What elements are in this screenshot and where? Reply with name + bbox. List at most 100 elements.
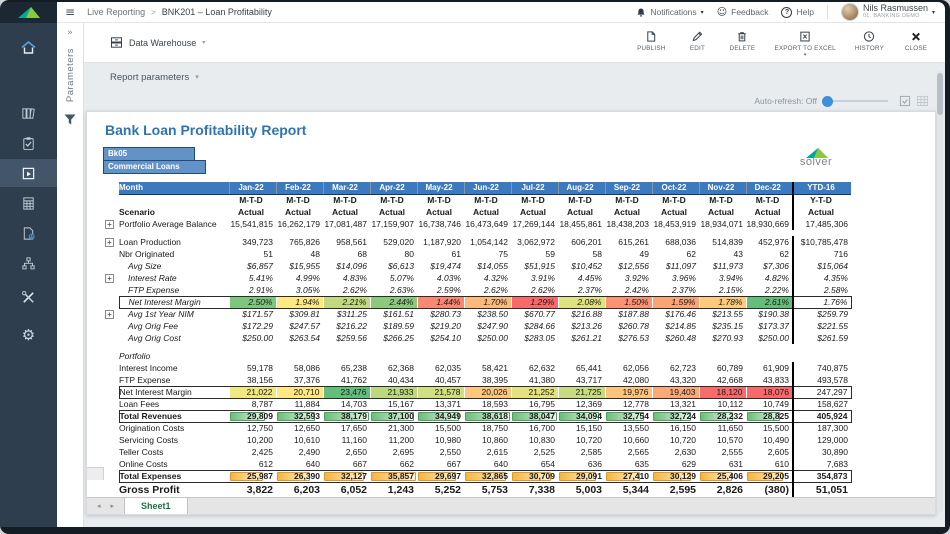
breadcrumb-root[interactable]: Live Reporting [87, 7, 145, 17]
cell: $51,915 [511, 260, 558, 272]
period-header: M-T-D [276, 194, 323, 206]
cell: 65,238 [323, 362, 370, 374]
cell: $263.54 [276, 332, 323, 344]
table-row: Origination Costs12,75012,65017,65021,30… [103, 422, 851, 434]
checkbox-icon[interactable] [899, 95, 911, 107]
sidebar-item-tasks[interactable] [0, 129, 57, 157]
scrollbar-thumb[interactable] [937, 73, 943, 115]
cell: 13,321 [652, 398, 699, 410]
auto-refresh-slider[interactable] [824, 100, 888, 102]
cell: 610 [746, 458, 793, 470]
cell: 7,683 [793, 458, 851, 470]
close-icon [910, 30, 922, 43]
cell: $173.37 [746, 320, 793, 332]
cell: 10,830 [511, 434, 558, 446]
cell: $309.81 [276, 308, 323, 320]
row-label: Origination Costs [119, 422, 229, 434]
cell: $270.93 [699, 332, 746, 344]
cell: 38,618 [464, 410, 511, 422]
table-row: +Interest Rate5.41%4.99%4.83%5.07%4.03%4… [103, 272, 851, 284]
report-toolbar: Data Warehouse ▾ PUBLISH EDIT DELETE [84, 23, 945, 63]
cell: 16,150 [652, 422, 699, 434]
cell: 12,750 [229, 422, 276, 434]
row-label: Interest Rate [119, 272, 229, 284]
period-header: M-T-D [229, 194, 276, 206]
sidebar-item-settings[interactable]: ⚙ [0, 321, 57, 349]
expand-button[interactable]: + [105, 310, 114, 319]
sheet-tab[interactable]: Sheet1 [124, 498, 188, 514]
cell: 18,076 [746, 386, 793, 398]
cell: 62 [652, 248, 699, 260]
cell: $247.57 [276, 320, 323, 332]
row-label: Avg Orig Fee [119, 320, 229, 332]
cell: 640 [276, 458, 323, 470]
report-parameters-dropdown[interactable]: Report parameters ▾ [84, 63, 945, 91]
cell: 16,473,649 [464, 218, 511, 230]
vertical-scrollbar[interactable] [937, 71, 943, 513]
cell: $266.25 [370, 332, 417, 344]
cell: 7,338 [511, 482, 558, 497]
expand-button[interactable]: + [105, 220, 114, 229]
cell: 27,410 [605, 470, 652, 482]
cell: 10,112 [699, 398, 746, 410]
filter-icon[interactable] [64, 114, 76, 125]
cell: 667 [323, 458, 370, 470]
cell: 612 [229, 458, 276, 470]
cell: $260.78 [605, 320, 652, 332]
cell: $12,556 [605, 260, 652, 272]
sidebar-item-home[interactable] [0, 33, 57, 61]
expand-button[interactable]: + [105, 238, 114, 247]
cell: 493,578 [793, 374, 851, 386]
slider-knob[interactable] [822, 96, 833, 107]
sidebar-item-process[interactable] [0, 249, 57, 277]
grid-view-icon[interactable] [916, 95, 929, 107]
cell: 37,376 [276, 374, 323, 386]
cell: 30,709 [511, 470, 558, 482]
breadcrumb-separator: > [151, 8, 156, 17]
notifications-button[interactable]: Notifications ▾ [636, 7, 703, 18]
sidebar-item-budgeting[interactable] [0, 189, 57, 217]
menu-icon[interactable]: ≡ [65, 5, 75, 19]
expand-panel-icon[interactable]: » [67, 28, 73, 38]
close-button[interactable]: CLOSE [903, 30, 929, 56]
export-to-excel-button[interactable]: EXPORT TO EXCEL ▾ [774, 30, 835, 56]
cell: 2.58% [793, 284, 851, 296]
publish-button[interactable]: PUBLISH [637, 30, 665, 56]
table-row: +Avg 1st Year NIM$171.57$309.81$311.25$1… [103, 308, 851, 320]
app-logo[interactable] [0, 2, 57, 23]
cell: 41,762 [323, 374, 370, 386]
row-label: FTP Expense [119, 284, 229, 296]
sidebar-item-tools[interactable] [0, 283, 57, 311]
sidebar-item-live-reporting[interactable] [0, 159, 57, 187]
cell: 2,425 [229, 446, 276, 458]
help-button[interactable]: ? Help [781, 7, 813, 18]
history-button[interactable]: HISTORY [855, 30, 884, 56]
data-source-dropdown[interactable]: Data Warehouse ▾ [110, 36, 205, 49]
cell: 30,890 [793, 446, 851, 458]
sidebar-item-library[interactable] [0, 99, 57, 127]
row-label: Nbr Originated [119, 248, 229, 260]
row-label: Gross Profit [119, 482, 229, 497]
cell: $260.48 [652, 332, 699, 344]
cell: 32,127 [323, 470, 370, 482]
sidebar-item-assignments[interactable] [0, 219, 57, 247]
feedback-button[interactable]: ☺ Feedback [717, 7, 769, 18]
table-row: Portfolio [103, 350, 851, 362]
cell: 38,179 [323, 410, 370, 422]
pencil-icon [691, 30, 703, 43]
cell: Actual [746, 206, 793, 218]
delete-button[interactable]: DELETE [729, 30, 755, 56]
next-sheet-button[interactable]: ▸ [111, 502, 115, 510]
solver-triangle-logo [18, 7, 40, 18]
prev-sheet-button[interactable]: ◂ [97, 502, 101, 510]
cell: Actual [699, 206, 746, 218]
cell: 19,403 [652, 386, 699, 398]
cell: $187.88 [605, 308, 652, 320]
binders-icon [21, 106, 36, 121]
cell: 2,615 [464, 446, 511, 458]
cell: 1.59% [652, 296, 699, 308]
expand-button[interactable]: + [105, 274, 114, 283]
cell: $259.79 [793, 308, 851, 320]
user-menu[interactable]: Nils Rasmussen 01. Banking Demo ▾ [841, 3, 935, 21]
edit-button[interactable]: EDIT [684, 30, 710, 56]
